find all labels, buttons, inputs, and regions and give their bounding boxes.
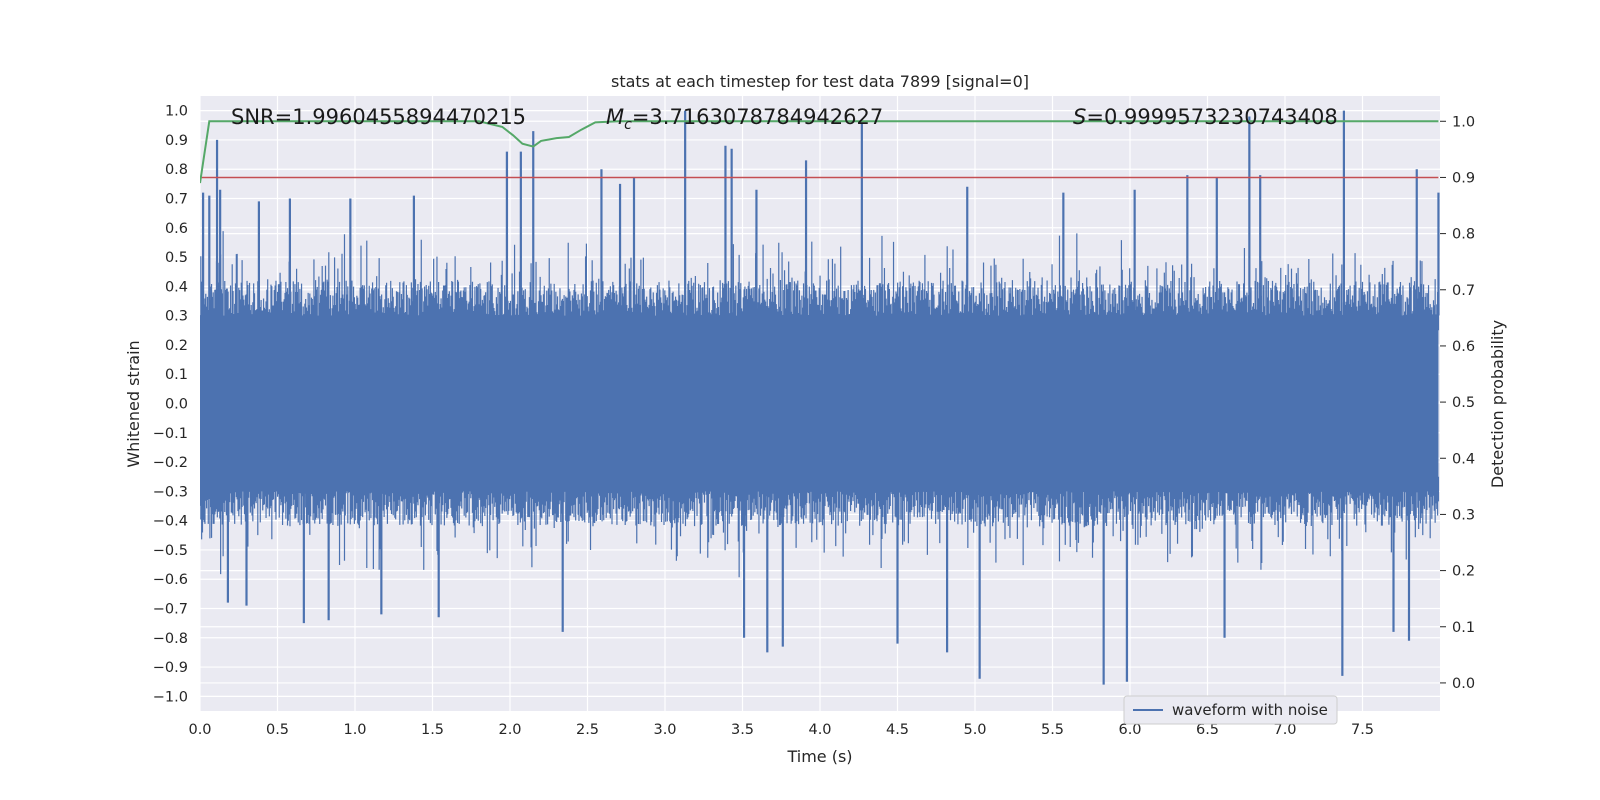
x-tick-label: 0.0 (188, 722, 211, 738)
y2-tick-label: 0.3 (1452, 507, 1475, 523)
x-tick-label: 3.0 (653, 722, 676, 738)
y-tick-label: −0.9 (153, 660, 188, 676)
x-axis-label: Time (s) (786, 747, 852, 766)
strain-series-lower (200, 476, 1440, 578)
y-tick-label: 0.1 (165, 367, 188, 383)
y2-tick-label: 0.1 (1452, 620, 1475, 636)
x-tick-label: 5.5 (1041, 722, 1064, 738)
chart-title: stats at each timestep for test data 789… (611, 72, 1029, 91)
y-tick-label: −0.7 (153, 602, 188, 618)
chirp-mass-value: =3.7163078784942627 (632, 105, 883, 129)
y2-tick-label: 0.6 (1452, 339, 1475, 355)
score-symbol: S (1073, 105, 1086, 129)
y2-tick-label: 0.9 (1452, 170, 1475, 186)
score-annotation: S=0.9999573230743408 (1073, 105, 1338, 129)
x-tick-label: 4.5 (886, 722, 909, 738)
y-tick-label: 0.5 (165, 250, 188, 266)
detection-probability-line (200, 120, 1439, 184)
y-tick-label: 0.2 (165, 338, 188, 354)
y-tick-label: −0.2 (153, 455, 188, 471)
x-tick-label: 0.5 (266, 722, 289, 738)
y-tick-label: 0.4 (165, 279, 188, 295)
y-tick-label: −0.8 (153, 631, 188, 647)
y-tick-label: 0.3 (165, 309, 188, 325)
y-tick-label: −0.5 (153, 543, 188, 559)
y-tick-label: −0.4 (153, 514, 188, 530)
y2-tick-label: 0.8 (1452, 227, 1475, 243)
y2-tick-label: 0.0 (1452, 676, 1475, 692)
chirp-mass-annotation: Mc=3.7163078784942627 (606, 105, 883, 133)
y2-tick-labels: 1.0 0.9 0.8 0.7 0.6 0.5 0.4 0.3 0.2 0.1 0.0 (1440, 114, 1475, 692)
y-tick-label: −1.0 (153, 689, 188, 705)
strain-band (200, 315, 1439, 492)
x-tick-label: 7.5 (1351, 722, 1374, 738)
y-tick-label: 0.0 (165, 397, 188, 413)
y-tick-label: 0.7 (165, 192, 188, 208)
chirp-mass-subscript: c (624, 117, 632, 133)
y-tick-label: −0.3 (153, 484, 188, 500)
x-tick-label: 2.0 (498, 722, 521, 738)
x-tick-label: 7.0 (1273, 722, 1296, 738)
y-tick-label: 0.9 (165, 133, 188, 149)
x-tick-label: 5.0 (963, 722, 986, 738)
y2-tick-label: 0.7 (1452, 283, 1475, 299)
y2-axis-label: Detection probability (1488, 320, 1507, 488)
x-tick-label: 6.0 (1118, 722, 1141, 738)
x-tick-label: 2.5 (576, 722, 599, 738)
strain-series-upper (200, 229, 1440, 331)
y-tick-label: −0.6 (153, 572, 188, 588)
y-tick-label: 1.0 (165, 104, 188, 120)
snr-annotation: SNR=1.9960455894470215 (231, 105, 526, 129)
y2-tick-label: 0.5 (1452, 395, 1475, 411)
y-tick-labels: 1.0 0.9 0.8 0.7 0.6 0.5 0.4 0.3 0.2 0.1 0.0 −0.1 −0.… (153, 104, 188, 706)
legend-label-waveform: waveform with noise (1172, 701, 1328, 719)
chirp-mass-symbol: M (606, 105, 624, 129)
legend: waveform with noise (1123, 695, 1338, 725)
legend-box (1123, 695, 1338, 725)
y2-tick-label: 0.4 (1452, 451, 1475, 467)
x-tick-label: 1.0 (343, 722, 366, 738)
series-group (200, 110, 1440, 685)
strain-spikes-upper (202, 110, 1440, 316)
strain-spikes-lower (226, 491, 1411, 685)
x-tick-label: 3.5 (731, 722, 754, 738)
x-tick-label: 4.0 (808, 722, 831, 738)
x-tick-labels: 0.0 0.5 1.0 1.5 2.0 2.5 3.0 3.5 4.0 4.5 5.0 5.5 6.0 6… (188, 722, 1374, 738)
x-tick-label: 6.5 (1196, 722, 1219, 738)
y-tick-label: 0.6 (165, 221, 188, 237)
x-tick-label: 1.5 (421, 722, 444, 738)
y2-tick-label: 1.0 (1452, 114, 1475, 130)
y-tick-label: −0.1 (153, 426, 188, 442)
y-tick-label: 0.8 (165, 162, 188, 178)
y2-tick-label: 0.2 (1452, 564, 1475, 580)
y-axis-label: Whitened strain (124, 340, 143, 467)
score-value: =0.9999573230743408 (1086, 105, 1337, 129)
